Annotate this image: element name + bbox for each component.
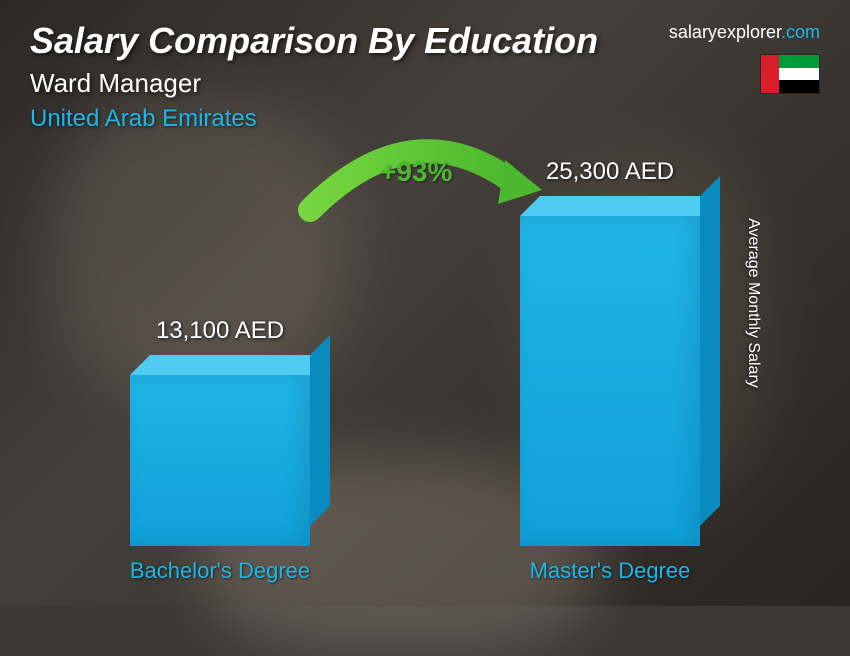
bar-side-face (700, 176, 720, 526)
bar-category-label: Bachelor's Degree (130, 558, 310, 584)
chart-country: United Arab Emirates (30, 105, 820, 133)
bar-value-label: 25,300 AED (546, 158, 674, 186)
uae-flag-icon (760, 54, 820, 94)
content-root: Salary Comparison By Education Ward Mana… (0, 0, 850, 606)
increase-arrow: +93% (280, 130, 560, 270)
bar-category-label: Master's Degree (530, 558, 691, 584)
brand-suffix: .com (781, 22, 820, 42)
header: Salary Comparison By Education Ward Mana… (0, 0, 850, 133)
bar-side-face (310, 335, 330, 526)
brand-name: salaryexplorer (669, 22, 781, 42)
arrow-icon (280, 130, 560, 270)
bar-top-face (130, 355, 330, 375)
chart-subtitle: Ward Manager (30, 68, 820, 99)
increase-percent: +93% (380, 156, 452, 188)
bar-bachelors: 13,100 AED Bachelor's Degree (130, 375, 310, 546)
bar-value-label: 13,100 AED (156, 317, 284, 345)
bar-front-face (130, 375, 310, 546)
brand-watermark: salaryexplorer.com (669, 22, 820, 43)
bar-3d (130, 375, 310, 546)
